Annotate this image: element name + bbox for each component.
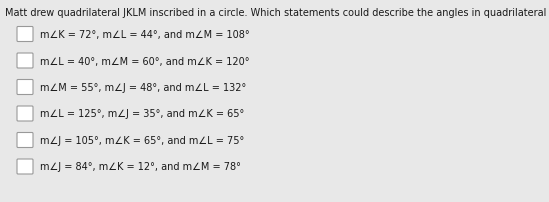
FancyBboxPatch shape xyxy=(17,27,33,42)
Text: m∠J = 105°, m∠K = 65°, and m∠L = 75°: m∠J = 105°, m∠K = 65°, and m∠L = 75° xyxy=(40,135,244,145)
FancyBboxPatch shape xyxy=(17,106,33,121)
FancyBboxPatch shape xyxy=(17,133,33,148)
Text: m∠J = 84°, m∠K = 12°, and m∠M = 78°: m∠J = 84°, m∠K = 12°, and m∠M = 78° xyxy=(40,162,241,172)
FancyBboxPatch shape xyxy=(17,159,33,174)
Text: m∠K = 72°, m∠L = 44°, and m∠M = 108°: m∠K = 72°, m∠L = 44°, and m∠M = 108° xyxy=(40,30,250,40)
FancyBboxPatch shape xyxy=(17,54,33,69)
FancyBboxPatch shape xyxy=(17,80,33,95)
Text: m∠L = 125°, m∠J = 35°, and m∠K = 65°: m∠L = 125°, m∠J = 35°, and m∠K = 65° xyxy=(40,109,244,119)
Text: Matt drew quadrilateral JKLM inscribed in a circle. Which statements could descr: Matt drew quadrilateral JKLM inscribed i… xyxy=(5,8,549,18)
Text: m∠M = 55°, m∠J = 48°, and m∠L = 132°: m∠M = 55°, m∠J = 48°, and m∠L = 132° xyxy=(40,83,247,93)
Text: m∠L = 40°, m∠M = 60°, and m∠K = 120°: m∠L = 40°, m∠M = 60°, and m∠K = 120° xyxy=(40,56,249,66)
